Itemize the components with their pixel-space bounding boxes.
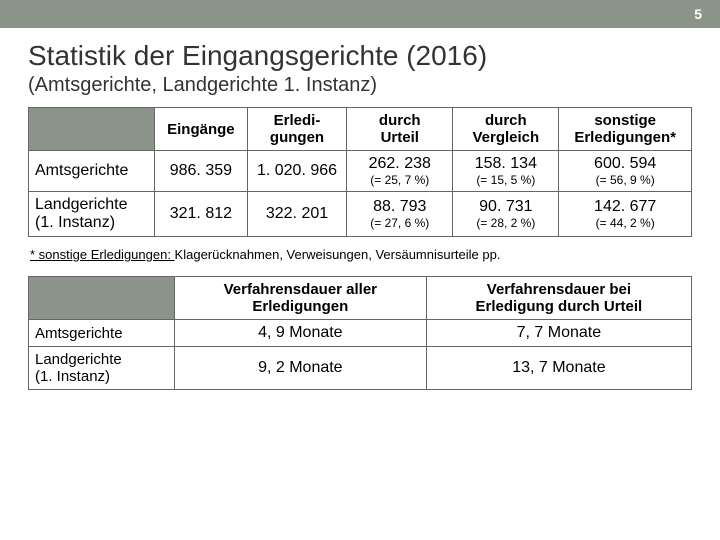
- table-row: Landgerichte(1. Instanz) 9, 2 Monate 13,…: [29, 347, 692, 390]
- cell-value: 88. 793: [353, 198, 446, 216]
- cell-value: 142. 677: [565, 198, 685, 216]
- cell: 322. 201: [247, 192, 346, 237]
- cell: 262. 238 (= 25, 7 %): [347, 151, 453, 192]
- col-vergleich: durchVergleich: [453, 108, 559, 151]
- cell: 90. 731 (= 28, 2 %): [453, 192, 559, 237]
- cell-pct: (= 25, 7 %): [353, 173, 446, 187]
- cell-value: 262. 238: [353, 155, 446, 173]
- cell-value: 600. 594: [565, 155, 685, 173]
- cell: 9, 2 Monate: [174, 347, 426, 390]
- cell: 1. 020. 966: [247, 151, 346, 192]
- table-duration: Verfahrensdauer allerErledigungen Verfah…: [28, 276, 692, 390]
- table-main: Eingänge Erledi-gungen durchUrteil durch…: [28, 107, 692, 237]
- cell: 4, 9 Monate: [174, 320, 426, 347]
- row-label: Amtsgerichte: [29, 151, 155, 192]
- cell-pct: (= 28, 2 %): [459, 216, 552, 230]
- cell-pct: (= 44, 2 %): [565, 216, 685, 230]
- col-urteil: durchUrteil: [347, 108, 453, 151]
- cell-value: 158. 134: [459, 155, 552, 173]
- cell-pct: (= 15, 5 %): [459, 173, 552, 187]
- row-label: Landgerichte(1. Instanz): [29, 192, 155, 237]
- table-header-row: Eingänge Erledi-gungen durchUrteil durch…: [29, 108, 692, 151]
- page-number: 5: [694, 6, 702, 22]
- cell: 7, 7 Monate: [426, 320, 691, 347]
- footnote-text: Klagerücknahmen, Verweisungen, Versäumni…: [175, 247, 501, 262]
- cell-pct: (= 56, 9 %): [565, 173, 685, 187]
- cell: 986. 359: [154, 151, 247, 192]
- header-blank: [29, 108, 155, 151]
- table-row: Amtsgerichte 986. 359 1. 020. 966 262. 2…: [29, 151, 692, 192]
- cell: 600. 594 (= 56, 9 %): [559, 151, 692, 192]
- cell: 321. 812: [154, 192, 247, 237]
- row-label: Landgerichte(1. Instanz): [29, 347, 175, 390]
- cell-value: 90. 731: [459, 198, 552, 216]
- col-dauer-alle: Verfahrensdauer allerErledigungen: [174, 277, 426, 320]
- col-sonstige: sonstigeErledigungen*: [559, 108, 692, 151]
- footnote: * sonstige Erledigungen: Klagerücknahmen…: [30, 247, 692, 262]
- table-row: Amtsgerichte 4, 9 Monate 7, 7 Monate: [29, 320, 692, 347]
- row-label: Amtsgerichte: [29, 320, 175, 347]
- cell: 88. 793 (= 27, 6 %): [347, 192, 453, 237]
- page-subtitle: (Amtsgerichte, Landgerichte 1. Instanz): [28, 74, 692, 97]
- table-row: Landgerichte(1. Instanz) 321. 812 322. 2…: [29, 192, 692, 237]
- cell: 142. 677 (= 44, 2 %): [559, 192, 692, 237]
- slide-content: Statistik der Eingangsgerichte (2016) (A…: [0, 28, 720, 390]
- header-blank: [29, 277, 175, 320]
- topbar: 5: [0, 0, 720, 28]
- cell-pct: (= 27, 6 %): [353, 216, 446, 230]
- cell: 13, 7 Monate: [426, 347, 691, 390]
- col-eingaenge: Eingänge: [154, 108, 247, 151]
- col-dauer-urteil: Verfahrensdauer beiErledigung durch Urte…: [426, 277, 691, 320]
- table-header-row: Verfahrensdauer allerErledigungen Verfah…: [29, 277, 692, 320]
- footnote-label: * sonstige Erledigungen:: [30, 247, 175, 262]
- page-title: Statistik der Eingangsgerichte (2016): [28, 40, 692, 72]
- col-erledigungen: Erledi-gungen: [247, 108, 346, 151]
- cell: 158. 134 (= 15, 5 %): [453, 151, 559, 192]
